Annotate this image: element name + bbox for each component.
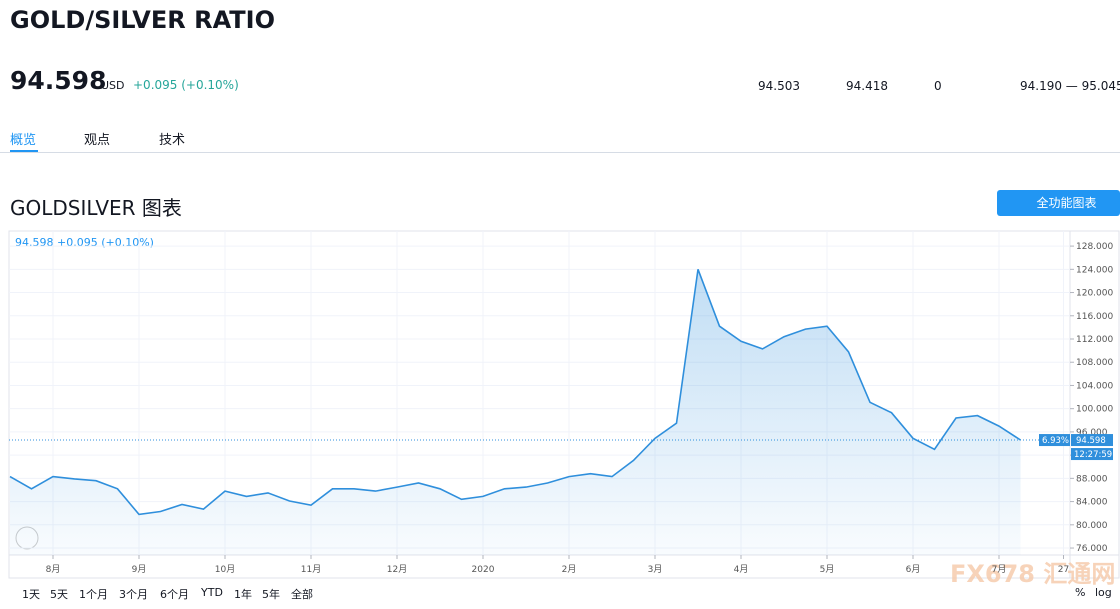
y-tick-label: 100.000 <box>1076 405 1113 415</box>
x-tick-label: 9月 <box>132 564 147 575</box>
x-tick-label: 6月 <box>906 564 921 575</box>
section-title: GOLDSILVER 图表 <box>10 196 182 220</box>
pct-tag-bg <box>1039 434 1070 447</box>
y-tick-label: 128.000 <box>1076 242 1113 252</box>
x-tick-label: 10月 <box>215 564 235 575</box>
full-chart-button[interactable]: 全功能图表 <box>997 190 1120 216</box>
y-tick-label: 88.000 <box>1076 474 1108 484</box>
range-button[interactable]: 5天 <box>50 588 68 601</box>
x-tick-label: 4月 <box>734 564 749 575</box>
y-tick-label: 76.000 <box>1076 544 1108 554</box>
y-tick-label: 120.000 <box>1076 289 1113 299</box>
y-tick-label: 108.000 <box>1076 358 1113 368</box>
scale-option[interactable]: log <box>1095 586 1112 599</box>
y-tick-label: 104.000 <box>1076 381 1113 391</box>
x-tick-label: 11月 <box>301 564 321 575</box>
stat: 94.418 <box>846 79 888 93</box>
price: 94.598 <box>10 66 107 95</box>
stat: 0 <box>934 79 942 93</box>
range-button[interactable]: 5年 <box>262 588 280 601</box>
range-button[interactable]: 6个月 <box>160 588 189 601</box>
range-bar: 1天 5天 1个月 3个月 6个月 YTD 1年 5年 全部 % log <box>0 578 1120 609</box>
price-tag: 94.598 <box>1076 436 1106 446</box>
chart-frame <box>8 230 1120 579</box>
range-button[interactable]: 1年 <box>234 588 252 601</box>
tab[interactable]: 观点 <box>84 133 111 148</box>
x-tick-label: 2月 <box>562 564 577 575</box>
price-tag-bg <box>1071 434 1113 447</box>
x-tick-label: 2020 <box>472 565 495 575</box>
x-tick-label: 27 <box>1058 565 1069 575</box>
stat: 94.190 — 95.045 <box>1020 79 1120 93</box>
watermark: FX678 汇通网 <box>950 560 1115 588</box>
x-tick-label: 7月 <box>992 564 1007 575</box>
time-tag-bg <box>1071 448 1113 461</box>
pct-tag: 6.93% <box>1042 436 1069 446</box>
y-tick-label: 116.000 <box>1076 312 1113 322</box>
scale-option[interactable]: % <box>1075 586 1086 599</box>
x-tick-label: 12月 <box>387 564 407 575</box>
tab-underline <box>10 150 38 152</box>
price-line <box>9 269 1021 516</box>
x-tick-label: 8月 <box>46 564 61 575</box>
y-tick-label: 124.000 <box>1076 265 1113 275</box>
divider <box>0 152 1120 153</box>
tab[interactable]: 概览 <box>10 133 37 148</box>
currency: USD <box>101 79 125 92</box>
y-tick-label: 96.000 <box>1076 428 1108 438</box>
range-button[interactable]: 全部 <box>291 588 313 601</box>
range-button[interactable]: 3个月 <box>119 588 148 601</box>
x-tick-label: 5月 <box>820 564 835 575</box>
y-tick-label: 84.000 <box>1076 498 1108 508</box>
title: GOLD/SILVER RATIO <box>10 6 275 34</box>
tab[interactable]: 技术 <box>159 133 186 148</box>
button-label: 全功能图表 <box>1036 196 1097 210</box>
range-button[interactable]: YTD <box>201 586 223 599</box>
y-tick-label: 112.000 <box>1076 335 1113 345</box>
range-button[interactable]: 1个月 <box>79 588 108 601</box>
change: +0.095 (+0.10%) <box>133 78 239 92</box>
stat: 94.503 <box>758 79 800 93</box>
range-button[interactable]: 1天 <box>22 588 40 601</box>
chart-legend: 94.598 +0.095 (+0.10%) <box>15 236 154 249</box>
x-tick-label: 3月 <box>648 564 663 575</box>
area-fill <box>10 269 1021 555</box>
time-tag: 12:27:59 <box>1074 450 1112 460</box>
y-tick-label: 80.000 <box>1076 521 1108 531</box>
